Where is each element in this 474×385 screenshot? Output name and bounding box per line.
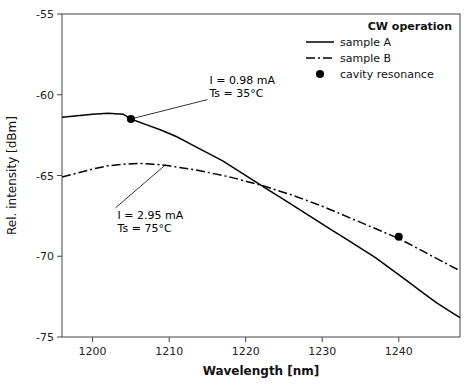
x-tick-label: 1200 [79,345,107,358]
y-tick-label: -75 [36,331,54,344]
x-tick-label: 1230 [308,345,336,358]
point [395,233,403,241]
legend-title: CW operation [368,20,452,33]
x-tick [92,337,93,342]
x-tick-label: 1240 [385,345,413,358]
annotation: I = 2.95 mATs = 75°C [117,209,184,235]
legend-swatch [316,70,324,78]
legend-label: sample A [340,36,391,49]
x-tick-label: 1220 [232,345,260,358]
legend-swatch [306,57,334,59]
y-tick [57,175,62,176]
legend-label: cavity resonance [340,68,434,81]
line [62,113,460,317]
y-tick-label: -70 [36,250,54,263]
y-tick [57,14,62,15]
x-tick [398,337,399,342]
annotation: I = 0.98 mATs = 35°C [208,74,275,100]
y-tick-label: -60 [36,89,54,102]
plot-frame [62,14,460,337]
legend-label: sample B [340,52,391,65]
y-tick-label: -55 [36,8,54,21]
plot-area [62,113,460,317]
annotation-pointer [116,165,166,208]
chart: 1200 1210 1220 1230 1240 -75 -70 -65 -60 -55 Wavel… [0,0,474,385]
legend: CW operation sample A sample B cavity reson… [306,20,452,81]
x-tick [169,337,170,342]
y-tick [57,94,62,95]
y-axis-label: Rel. intensity [dBm] [5,116,19,235]
x-tick [322,337,323,342]
y-tick [57,256,62,257]
x-axis-label: Wavelength [nm] [203,364,320,378]
y-tick [57,337,62,338]
x-tick [245,337,246,342]
legend-swatch [306,41,334,43]
annotation-pointer [131,100,208,119]
y-tick-label: -65 [36,170,54,183]
x-tick-label: 1210 [155,345,183,358]
line [62,163,460,270]
